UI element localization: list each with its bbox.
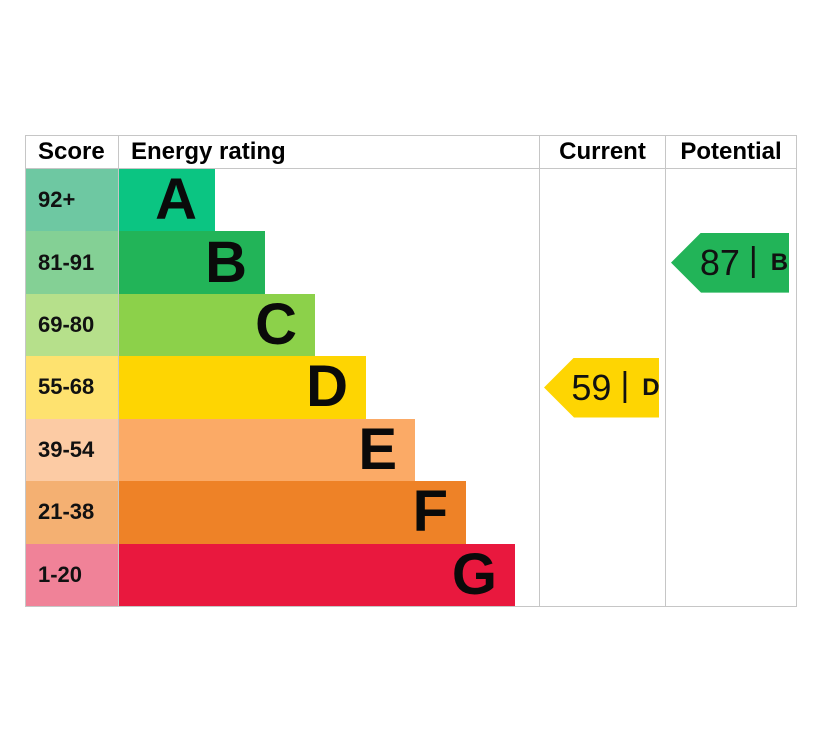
rating-bar-f: F (119, 481, 466, 544)
potential-column-body: 87 | B (666, 169, 796, 606)
current-column: Current 59 | D (539, 136, 665, 606)
score-cells: 92+ 81-91 69-80 55-68 39-54 21-38 1-20 (26, 169, 118, 606)
potential-column-header: Potential (666, 136, 796, 169)
band-row-c: C (119, 293, 539, 357)
current-column-body: 59 | D (540, 169, 665, 606)
potential-score-value: 87 (699, 241, 740, 283)
score-cell-c: 69-80 (26, 293, 118, 357)
potential-rating-arrow: 87 | B (671, 232, 789, 293)
rating-bar-g: G (119, 543, 515, 606)
score-cell-g: 1-20 (26, 543, 118, 606)
score-column-header: Score (26, 136, 118, 169)
current-band-letter: D (642, 373, 660, 401)
score-cell-b: 81-91 (26, 231, 118, 294)
rating-bar-b: B (119, 231, 265, 294)
band-row-g: G (119, 543, 539, 606)
current-rating-arrow: 59 | D (544, 357, 660, 418)
energy-rating-column: Energy rating A B C D E F G (118, 136, 539, 606)
score-cell-a: 92+ (26, 169, 118, 232)
band-row-e: E (119, 418, 539, 482)
current-column-header: Current (540, 136, 665, 169)
current-score-value: 59 (571, 366, 612, 408)
score-column: Score 92+ 81-91 69-80 55-68 39-54 21-38 … (26, 136, 118, 606)
epc-table: Score 92+ 81-91 69-80 55-68 39-54 21-38 … (25, 135, 797, 607)
rating-bar-a: A (119, 169, 215, 232)
potential-column: Potential 87 | B (665, 136, 796, 606)
score-cell-f: 21-38 (26, 481, 118, 544)
rating-bar-c: C (119, 293, 315, 357)
band-row-b: B (119, 231, 539, 294)
rating-bar-e: E (119, 418, 415, 482)
score-cell-e: 39-54 (26, 418, 118, 482)
energy-rating-column-header: Energy rating (119, 136, 539, 169)
potential-divider: | (748, 241, 758, 280)
rating-bar-d: D (119, 356, 366, 419)
band-row-d: D (119, 356, 539, 419)
rating-bars: A B C D E F G (119, 169, 539, 606)
current-divider: | (620, 366, 630, 404)
band-row-a: A (119, 169, 539, 232)
potential-band-letter: B (770, 248, 789, 276)
band-row-f: F (119, 481, 539, 544)
score-cell-d: 55-68 (26, 356, 118, 419)
